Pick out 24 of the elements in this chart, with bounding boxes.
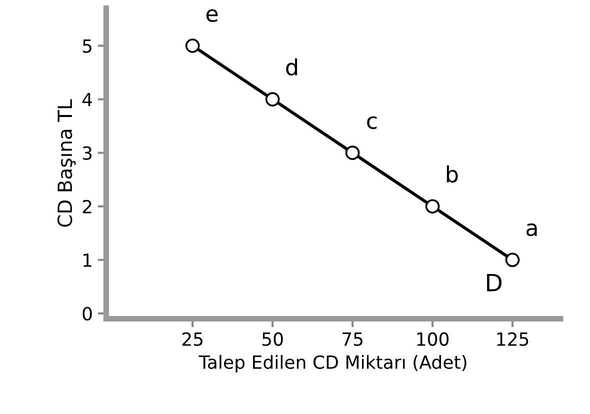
annotation: d (286, 58, 298, 76)
annotation: c (367, 116, 377, 130)
x-axis-title: Talep Edilen CD Miktarı (Adet) (198, 355, 466, 372)
point (425, 199, 440, 214)
series-label: D (487, 274, 502, 292)
y-tick-label: 2 (82, 200, 92, 214)
y-tick-label: 1 (84, 254, 92, 267)
y-tick-label: 3 (82, 146, 92, 160)
x-tick-label: 100 (417, 332, 449, 346)
point (505, 252, 520, 268)
y-tick-label: 4 (82, 92, 92, 106)
y-axis-title: CD Başına TL (57, 99, 76, 227)
x-tick-label: 50 (262, 332, 283, 346)
point (345, 146, 360, 160)
point (265, 92, 280, 106)
annotation: e (206, 9, 218, 22)
x-tick-label: 125 (497, 332, 528, 346)
annotation: b (446, 165, 458, 183)
y-tick-label: 5 (82, 39, 92, 53)
x-tick-label: 25 (182, 332, 202, 346)
point (185, 38, 200, 53)
annotation: a (526, 223, 537, 236)
x-tick-label: 75 (342, 332, 362, 346)
y-tick-label: 0 (82, 306, 92, 321)
